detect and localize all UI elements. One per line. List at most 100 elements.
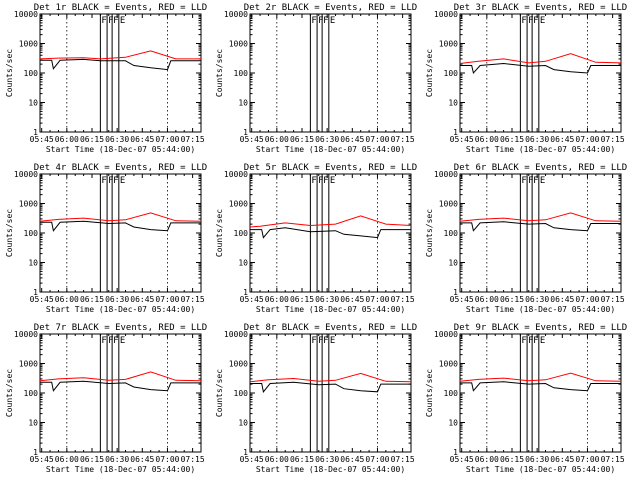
plot-frame	[459, 333, 622, 453]
y-tick-label: 1000	[229, 360, 248, 369]
lld-series-line	[39, 371, 202, 382]
x-axis-label: Start Time (18-Dec-07 05:44:00)	[46, 465, 195, 474]
x-tick-label: 06:15	[500, 295, 524, 304]
marker-letter: E	[330, 176, 335, 186]
x-axis-label: Start Time (18-Dec-07 05:44:00)	[466, 465, 615, 474]
events-series-line	[250, 381, 411, 393]
y-axis-label: Counts/sec	[215, 209, 224, 257]
marker-letter: F	[101, 336, 106, 346]
y-tick-label: 100	[444, 69, 459, 78]
y-tick-label: 1000	[439, 360, 458, 369]
y-tick-label: 100	[444, 229, 459, 238]
x-tick-label: 05:45	[450, 295, 474, 304]
y-tick-label: 1	[243, 128, 248, 137]
x-tick-label: 06:00	[475, 455, 499, 464]
x-tick-label: 06:30	[315, 295, 339, 304]
y-tick-label: 10000	[14, 330, 38, 339]
x-tick-label: 06:00	[265, 455, 289, 464]
marker-letter: E	[330, 336, 335, 346]
x-tick-label: 07:15	[181, 135, 205, 144]
panel-title: Det 8r BLACK = Events, RED = LLD	[244, 323, 417, 333]
y-tick-label: 1000	[19, 40, 38, 49]
marker-letter: E	[540, 336, 545, 346]
marker-letter: F	[311, 336, 316, 346]
y-tick-label: 10	[238, 99, 248, 108]
detector-panel: Det 5r BLACK = Events, RED = LLD 1 10 100 10…	[215, 163, 417, 314]
x-tick-label: 06:15	[290, 135, 314, 144]
x-tick-label: 06:15	[500, 135, 524, 144]
events-series-line	[460, 221, 621, 232]
y-tick-label: 1	[453, 288, 458, 297]
y-tick-label: 1000	[229, 40, 248, 49]
x-tick-label: 06:15	[80, 135, 104, 144]
x-tick-label: 07:00	[575, 135, 599, 144]
detector-panel: Det 1r BLACK = Events, RED = LLD 1 10 100 10…	[5, 3, 207, 154]
x-tick-label: 06:45	[340, 455, 364, 464]
y-tick-label: 1	[33, 288, 38, 297]
marker-letter: F	[108, 16, 113, 26]
x-tick-label: 06:15	[290, 455, 314, 464]
detector-panel: Det 4r BLACK = Events, RED = LLD 1 10 100 10…	[5, 163, 207, 314]
x-axis-label: Start Time (18-Dec-07 05:44:00)	[256, 145, 405, 154]
marker-letter: E	[330, 16, 335, 26]
panel-title: Det 5r BLACK = Events, RED = LLD	[244, 163, 417, 173]
lld-series-line	[39, 50, 201, 60]
y-tick-label: 10000	[434, 330, 458, 339]
x-tick-label: 06:45	[340, 135, 364, 144]
marker-letter: F	[533, 16, 538, 26]
detector-panel: Det 6r BLACK = Events, RED = LLD 1 10 100 10…	[425, 163, 627, 314]
y-tick-label: 10000	[14, 170, 38, 179]
marker-letter: F	[113, 176, 118, 186]
x-tick-label: 05:45	[450, 455, 474, 464]
y-tick-label: 1000	[439, 200, 458, 209]
y-axis-label: Counts/sec	[215, 369, 224, 417]
x-tick-label: 05:45	[30, 455, 54, 464]
y-tick-label: 1000	[19, 360, 38, 369]
y-axis-label: Counts/sec	[425, 209, 434, 257]
marker-letter: F	[311, 176, 316, 186]
marker-letter: F	[323, 16, 328, 26]
y-tick-label: 10000	[434, 170, 458, 179]
marker-letter: F	[318, 176, 323, 186]
y-tick-label: 10	[448, 99, 458, 108]
events-series-line	[250, 227, 411, 239]
marker-letter: F	[528, 16, 533, 26]
y-tick-label: 10	[28, 419, 38, 428]
x-tick-label: 06:30	[525, 455, 549, 464]
y-tick-label: 1	[243, 288, 248, 297]
y-tick-label: 100	[24, 69, 39, 78]
x-tick-label: 06:00	[55, 135, 79, 144]
panel-title: Det 3r BLACK = Events, RED = LLD	[454, 3, 627, 13]
lld-series-line	[249, 215, 412, 228]
x-tick-label: 07:00	[575, 295, 599, 304]
marker-letter: F	[521, 16, 526, 26]
x-tick-label: 07:15	[391, 455, 415, 464]
x-tick-label: 07:00	[155, 295, 179, 304]
events-series-line	[40, 58, 201, 71]
x-tick-label: 05:45	[30, 295, 54, 304]
lld-series-line	[459, 53, 622, 64]
marker-letter: F	[521, 176, 526, 186]
detector-panel: Det 3r BLACK = Events, RED = LLD 1 10 100 10…	[425, 3, 627, 154]
x-tick-label: 06:00	[265, 295, 289, 304]
marker-letter: E	[540, 176, 545, 186]
y-axis-label: Counts/sec	[5, 369, 14, 417]
y-axis-label: Counts/sec	[5, 49, 14, 97]
x-tick-label: 05:45	[30, 135, 54, 144]
x-tick-label: 06:30	[105, 455, 129, 464]
y-tick-label: 10	[28, 99, 38, 108]
x-tick-label: 06:30	[525, 135, 549, 144]
detector-panel: Det 8r BLACK = Events, RED = LLD 1 10 100 10…	[215, 323, 417, 474]
marker-letter: E	[120, 336, 125, 346]
marker-letter: F	[528, 176, 533, 186]
y-tick-label: 1	[33, 128, 38, 137]
x-tick-label: 06:15	[80, 295, 104, 304]
marker-letter: E	[120, 176, 125, 186]
plot-frame	[459, 173, 622, 293]
y-axis-label: Counts/sec	[425, 49, 434, 97]
marker-letter: F	[521, 336, 526, 346]
x-tick-label: 06:45	[130, 135, 154, 144]
y-tick-label: 10000	[224, 170, 248, 179]
detector-panel: Det 7r BLACK = Events, RED = LLD 1 10 100 10…	[5, 323, 207, 474]
